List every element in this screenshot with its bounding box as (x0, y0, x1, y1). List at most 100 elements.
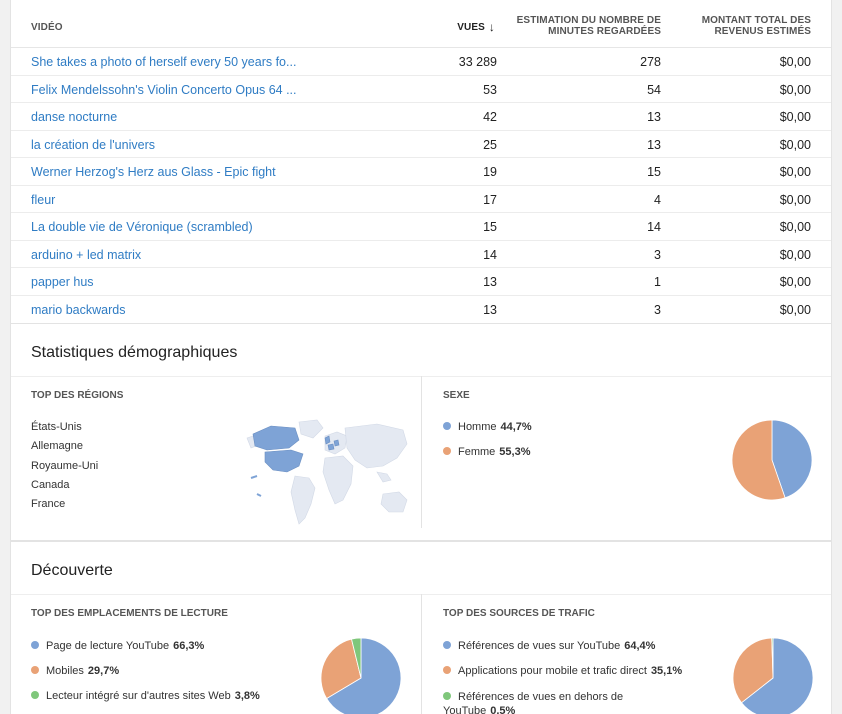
revenue-value: $0,00 (779, 275, 811, 289)
demographics-card: Statistiques démographiques TOP DES RÉGI… (10, 324, 832, 541)
gender-title: SEXE (443, 390, 470, 401)
gender-legend-male[interactable]: Homme 44,7% (443, 421, 532, 433)
header-revenue-line2: REVENUS ESTIMÉS (714, 26, 811, 37)
green-dot-icon (443, 692, 451, 700)
world-map[interactable] (237, 414, 413, 529)
table-row: She takes a photo of herself every 50 ye… (11, 48, 831, 76)
region-item[interactable]: France (31, 498, 66, 510)
discovery-card: Découverte TOP DES EMPLACEMENTS DE LECTU… (10, 541, 832, 714)
legend-label: Références de vues en dehors de (458, 691, 624, 703)
playback-legend-item[interactable]: Mobiles 29,7% (31, 665, 119, 677)
gender-pie-chart[interactable] (731, 419, 813, 501)
minutes-value: 13 (647, 110, 661, 124)
minutes-value: 15 (647, 165, 661, 179)
video-title-link[interactable]: mario backwards (31, 302, 126, 317)
header-revenue[interactable]: MONTANT TOTAL DES REVENUS ESTIMÉS (671, 15, 811, 37)
sort-down-arrow-icon: ↓ (488, 20, 495, 34)
playback-slice-2[interactable] (351, 637, 362, 679)
traffic-slice-2[interactable] (771, 637, 774, 679)
header-minutes-line1: ESTIMATION DU NOMBRE DE (516, 15, 661, 26)
discovery-title: Découverte (31, 562, 113, 579)
panel-divider (421, 594, 422, 714)
playback-pie-chart[interactable] (320, 637, 402, 714)
legend-label: Page de lecture YouTube (46, 640, 170, 652)
minutes-value: 3 (654, 302, 661, 317)
views-value: 14 (483, 247, 497, 262)
gender-slice-0[interactable] (771, 419, 813, 499)
views-value: 25 (483, 137, 497, 152)
video-title-link[interactable]: danse nocturne (31, 110, 118, 124)
legend-label: Mobiles (46, 665, 84, 677)
header-minutes[interactable]: ESTIMATION DU NOMBRE DE MINUTES REGARDÉE… (501, 15, 661, 37)
video-title-link[interactable]: Werner Herzog's Herz aus Glass - Epic fi… (31, 165, 276, 179)
header-revenue-line1: MONTANT TOTAL DES (701, 15, 811, 26)
views-value: 19 (483, 165, 497, 179)
header-views[interactable]: VUES ↓ (457, 20, 495, 34)
minutes-value: 1 (654, 275, 661, 289)
female-dot-icon (443, 447, 451, 455)
gender-legend-female[interactable]: Femme 55,3% (443, 446, 530, 458)
video-title-link[interactable]: She takes a photo of herself every 50 ye… (31, 55, 297, 69)
legend-value: 3,8% (234, 690, 260, 702)
video-title-link[interactable]: Felix Mendelssohn's Violin Concerto Opus… (31, 82, 297, 97)
revenue-value: $0,00 (779, 247, 811, 262)
region-item[interactable]: États-Unis (31, 421, 82, 433)
region-item[interactable]: Allemagne (31, 440, 83, 452)
orange-dot-icon (31, 666, 39, 674)
playback-slice-1[interactable] (320, 638, 362, 700)
traffic-slice-1[interactable] (732, 637, 774, 704)
revenue-value: $0,00 (779, 110, 811, 124)
table-row: fleur 17 4 $0,00 (11, 186, 831, 213)
orange-dot-icon (443, 666, 451, 674)
table-row: papper hus 13 1 $0,00 (11, 268, 831, 296)
views-value: 33 289 (458, 55, 497, 69)
table-row: arduino + led matrix 14 3 $0,00 (11, 241, 831, 268)
header-video[interactable]: VIDÉO (31, 22, 63, 33)
traffic-legend-item[interactable]: Applications pour mobile et trafic direc… (443, 665, 682, 677)
playback-legend-item[interactable]: Lecteur intégré sur d'autres sites Web 3,… (31, 690, 260, 702)
traffic-legend-item[interactable]: Références de vues sur YouTube 64,4% (443, 640, 655, 652)
minutes-value: 4 (654, 192, 661, 207)
minutes-value: 3 (654, 247, 661, 262)
video-title-link[interactable]: La double vie de Véronique (scrambled) (31, 220, 253, 234)
panel-divider (421, 376, 422, 528)
playback-slice-0[interactable] (326, 637, 402, 714)
traffic-legend-item[interactable]: Références de vues en dehors de YouTube 0… (443, 690, 623, 714)
minutes-value: 14 (647, 220, 661, 234)
revenue-value: $0,00 (779, 220, 811, 234)
revenue-value: $0,00 (779, 302, 811, 317)
legend-value: 35,1% (650, 665, 683, 677)
legend-value: 0,5% (490, 705, 516, 714)
legend-label: Applications pour mobile et trafic direc… (458, 665, 647, 677)
table-header: VIDÉO VUES ↓ ESTIMATION DU NOMBRE DE MINU… (11, 0, 831, 48)
gender-slice-1[interactable] (731, 419, 786, 501)
revenue-value: $0,00 (779, 137, 811, 152)
table-row: la création de l'univers 25 13 $0,00 (11, 131, 831, 158)
revenue-value: $0,00 (779, 165, 811, 179)
video-title-link[interactable]: papper hus (31, 275, 94, 289)
demographics-title: Statistiques démographiques (31, 344, 238, 361)
traffic-pie-chart[interactable] (732, 637, 814, 714)
revenue-value: $0,00 (779, 55, 811, 69)
region-item[interactable]: Canada (31, 479, 70, 491)
video-title-link[interactable]: la création de l'univers (31, 137, 155, 152)
legend-label: Lecteur intégré sur d'autres sites Web (46, 690, 231, 702)
playback-title: TOP DES EMPLACEMENTS DE LECTURE (31, 608, 228, 619)
minutes-value: 13 (647, 137, 661, 152)
table-row: mario backwards 13 3 $0,00 (11, 296, 831, 324)
playback-legend-item[interactable]: Page de lecture YouTube 66,3% (31, 640, 204, 652)
legend-label: Références de vues sur YouTube (458, 640, 621, 652)
header-minutes-line2: MINUTES REGARDÉES (548, 26, 661, 37)
legend-value: 66,3% (173, 640, 205, 652)
legend-label-continued: YouTube (443, 705, 487, 714)
blue-dot-icon (443, 641, 451, 649)
table-row: Felix Mendelssohn's Violin Concerto Opus… (11, 76, 831, 103)
minutes-value: 54 (647, 82, 661, 97)
video-title-link[interactable]: arduino + led matrix (31, 247, 142, 262)
video-title-link[interactable]: fleur (31, 192, 56, 207)
legend-value: 64,4% (624, 640, 656, 652)
legend-value: 55,3% (499, 446, 531, 458)
table-row: danse nocturne 42 13 $0,00 (11, 103, 831, 131)
region-item[interactable]: Royaume-Uni (31, 460, 99, 472)
traffic-slice-0[interactable] (740, 637, 814, 714)
